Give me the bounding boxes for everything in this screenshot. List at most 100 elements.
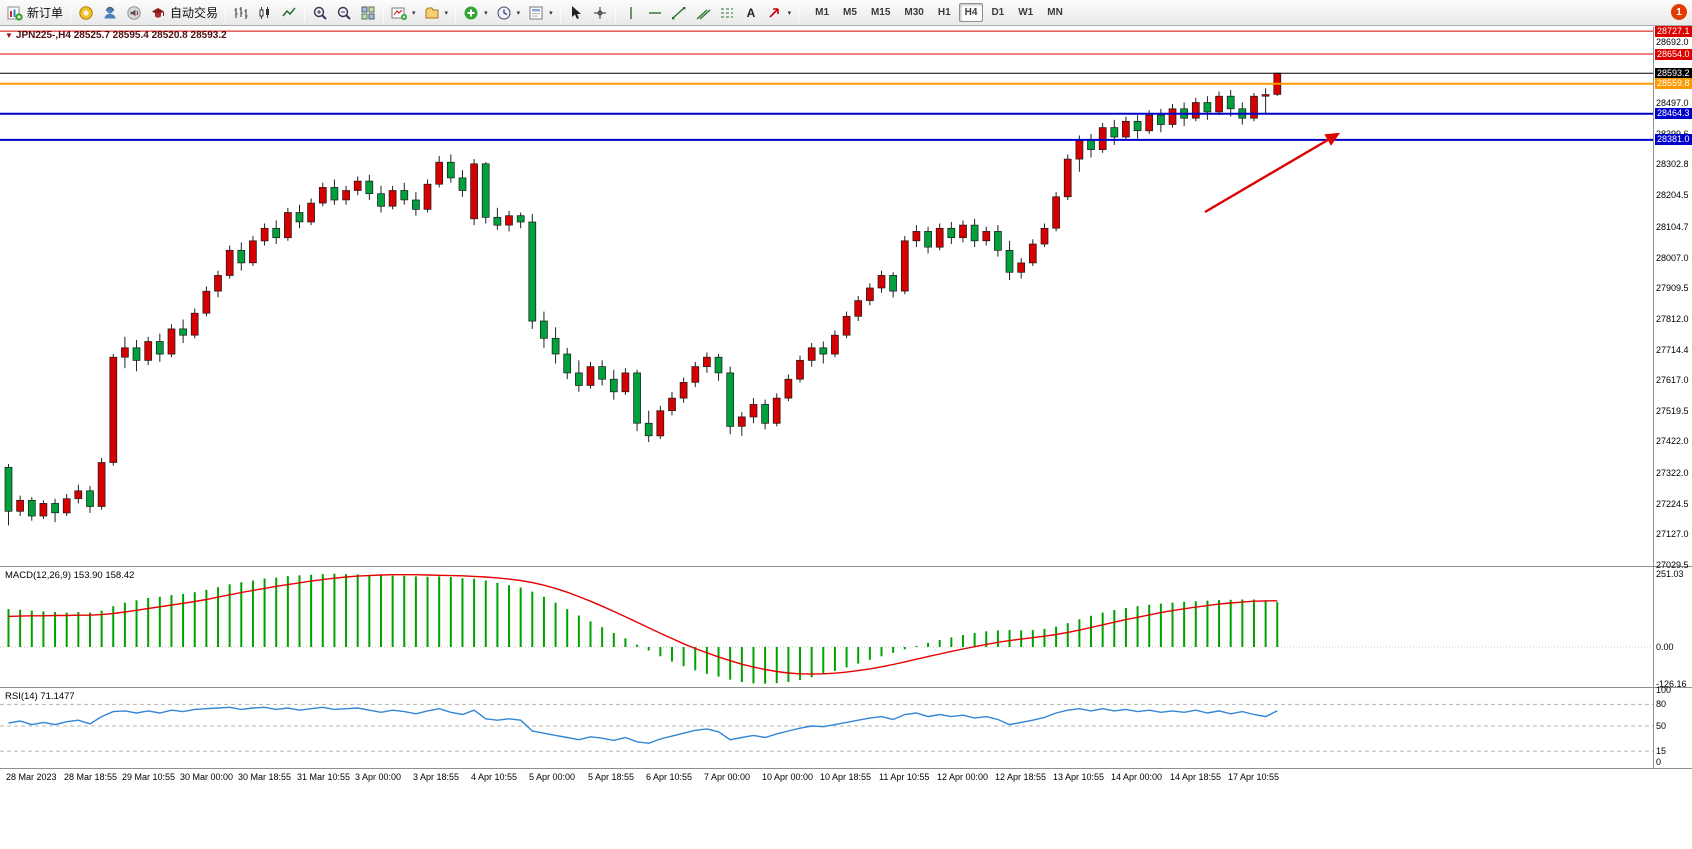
tf-button-m15[interactable]: M15 [870, 7, 891, 18]
price-level-label[interactable]: 28559.8 [1655, 78, 1692, 89]
rsi-scale-label: 15 [1656, 746, 1667, 756]
candlestick-chart-button[interactable] [253, 2, 277, 24]
alerts-button[interactable] [122, 2, 146, 24]
toolbar-separator [614, 3, 616, 22]
candlestick-icon [259, 6, 270, 19]
price-axis-tick: 27714.4 [1656, 345, 1689, 355]
bar-chart-button[interactable] [229, 2, 253, 24]
toolbar-separator [383, 3, 385, 22]
indicators-button[interactable]: ▾ [459, 2, 492, 24]
price-axis-tick: 28204.5 [1656, 190, 1689, 200]
price-axis-tick: 27617.0 [1656, 375, 1689, 385]
price-level-label[interactable]: 28464.3 [1655, 108, 1692, 119]
price-axis-tick: 27127.0 [1656, 529, 1689, 539]
vertical-line-icon [629, 6, 632, 19]
compass-icon [79, 5, 93, 20]
arrows-button[interactable]: ▾ [763, 2, 796, 24]
price-axis-tick: 27909.5 [1656, 283, 1689, 293]
tf-button-h1[interactable]: H1 [937, 7, 951, 18]
line-chart-icon [282, 7, 296, 16]
new-chart-icon [391, 7, 408, 20]
tf-button-m30[interactable]: M30 [904, 7, 924, 18]
ohlc-bars-icon [234, 6, 248, 19]
rsi-indicator-label: RSI(14) 71.1477 [5, 691, 75, 702]
price-axis-tick: 27029.5 [1656, 560, 1689, 570]
channel-icon [696, 9, 711, 19]
price-level-label[interactable]: 28727.1 [1655, 26, 1692, 37]
time-axis-label: 5 Apr 00:00 [529, 772, 576, 782]
folder-icon [425, 7, 439, 18]
operator-icon [104, 6, 116, 18]
new-order-label: 新订单 [27, 6, 64, 20]
time-axis-label: 17 Apr 10:55 [1228, 772, 1280, 782]
svg-text:A: A [746, 6, 755, 20]
price-axis-tick: 28007.0 [1656, 253, 1689, 263]
indicator-scales: 251.03 0.00 -126.16 100 80 50 15 0 [1656, 0, 1692, 769]
price-axis-tick: 27812.0 [1656, 314, 1689, 324]
tf-button-mn[interactable]: MN [1047, 7, 1063, 18]
templates-button[interactable]: ▾ [524, 2, 557, 24]
tf-button-m5[interactable]: M5 [843, 7, 857, 18]
macd-signal-line [8, 574, 1278, 675]
channel-button[interactable] [691, 2, 715, 24]
arrow-object-icon [769, 7, 779, 18]
price-axis-tick: 28302.8 [1656, 159, 1689, 169]
chevron-down-icon: ▾ [484, 9, 488, 17]
tile-windows-button[interactable] [356, 2, 380, 24]
zoom-out-button[interactable] [332, 2, 356, 24]
time-axis-label: 10 Apr 00:00 [762, 772, 814, 782]
macd-scale-label: 251.03 [1656, 569, 1684, 579]
price-level-label[interactable]: 28593.2 [1655, 68, 1692, 79]
time-axis[interactable]: 28 Mar 2023 28 Mar 18:55 29 Mar 10:55 30 Ma… [0, 769, 1692, 788]
toolbar-separator [225, 3, 227, 22]
price-level-label[interactable]: 28654.0 [1655, 49, 1692, 60]
periods-button[interactable]: ▾ [492, 2, 525, 24]
time-axis-label: 10 Apr 18:55 [820, 772, 872, 782]
profiles-button[interactable]: ▾ [420, 2, 453, 24]
new-order-icon [7, 6, 23, 21]
auto-trading-button[interactable]: 自动交易 [146, 2, 222, 24]
rsi-scale-label: 0 [1656, 757, 1662, 767]
chart-title-row: ▼ JPN225-,H4 28525.7 28595.4 28520.8 285… [5, 30, 227, 41]
chevron-down-icon: ▾ [787, 9, 792, 17]
support-button[interactable] [98, 2, 122, 24]
time-axis-label: 29 Mar 10:55 [122, 772, 176, 782]
price-level-lines[interactable] [0, 30, 1653, 141]
time-axis-label: 5 Apr 18:55 [588, 772, 635, 782]
trendline-button[interactable] [667, 2, 691, 24]
price-axis[interactable]: 28692.028497.028399.628302.828204.528104… [1655, 0, 1692, 769]
new-order-button[interactable]: 新订单 [3, 2, 67, 24]
fibonacci-button[interactable] [715, 2, 739, 24]
crosshair-button[interactable] [588, 2, 612, 24]
trend-arrow-annotation[interactable] [1204, 132, 1341, 214]
vertical-line-button[interactable] [619, 2, 643, 24]
tf-button-w1[interactable]: W1 [1018, 7, 1034, 18]
chevron-down-icon: ▾ [412, 9, 416, 17]
candlesticks [4, 72, 1282, 526]
price-level-label[interactable]: 28381.0 [1655, 134, 1692, 145]
time-axis-label: 30 Mar 00:00 [180, 772, 234, 782]
line-chart-button[interactable] [277, 2, 301, 24]
time-axis-label: 14 Apr 00:00 [1111, 772, 1163, 782]
tf-button-h4[interactable]: H4 [958, 3, 984, 22]
time-axis-label: 13 Apr 10:55 [1053, 772, 1105, 782]
symbol-marker-icon: ▼ [5, 31, 13, 40]
cursor-button[interactable] [564, 2, 588, 24]
tf-button-d1[interactable]: D1 [991, 7, 1005, 18]
price-axis-tick: 28497.0 [1656, 98, 1689, 108]
new-chart-button[interactable]: ▾ [387, 2, 420, 24]
zoom-in-button[interactable] [308, 2, 332, 24]
notification-badge[interactable]: 1 [1671, 4, 1687, 20]
time-axis-label: 12 Apr 00:00 [937, 772, 989, 782]
horizontal-line-button[interactable] [643, 2, 667, 24]
timeframe-toolbar: M1 M5 M15 M30 H1 H4 D1 W1 MN [808, 3, 1070, 22]
text-button[interactable]: A [739, 2, 763, 24]
rsi-scale-label: 100 [1656, 685, 1672, 695]
time-axis-label: 4 Apr 10:55 [471, 772, 518, 782]
time-axis-label: 3 Apr 00:00 [355, 772, 402, 782]
tf-button-m1[interactable]: M1 [815, 7, 830, 18]
guide-button[interactable] [74, 2, 98, 24]
chevron-down-icon: ▾ [444, 9, 449, 17]
toolbar-separator [304, 3, 306, 22]
